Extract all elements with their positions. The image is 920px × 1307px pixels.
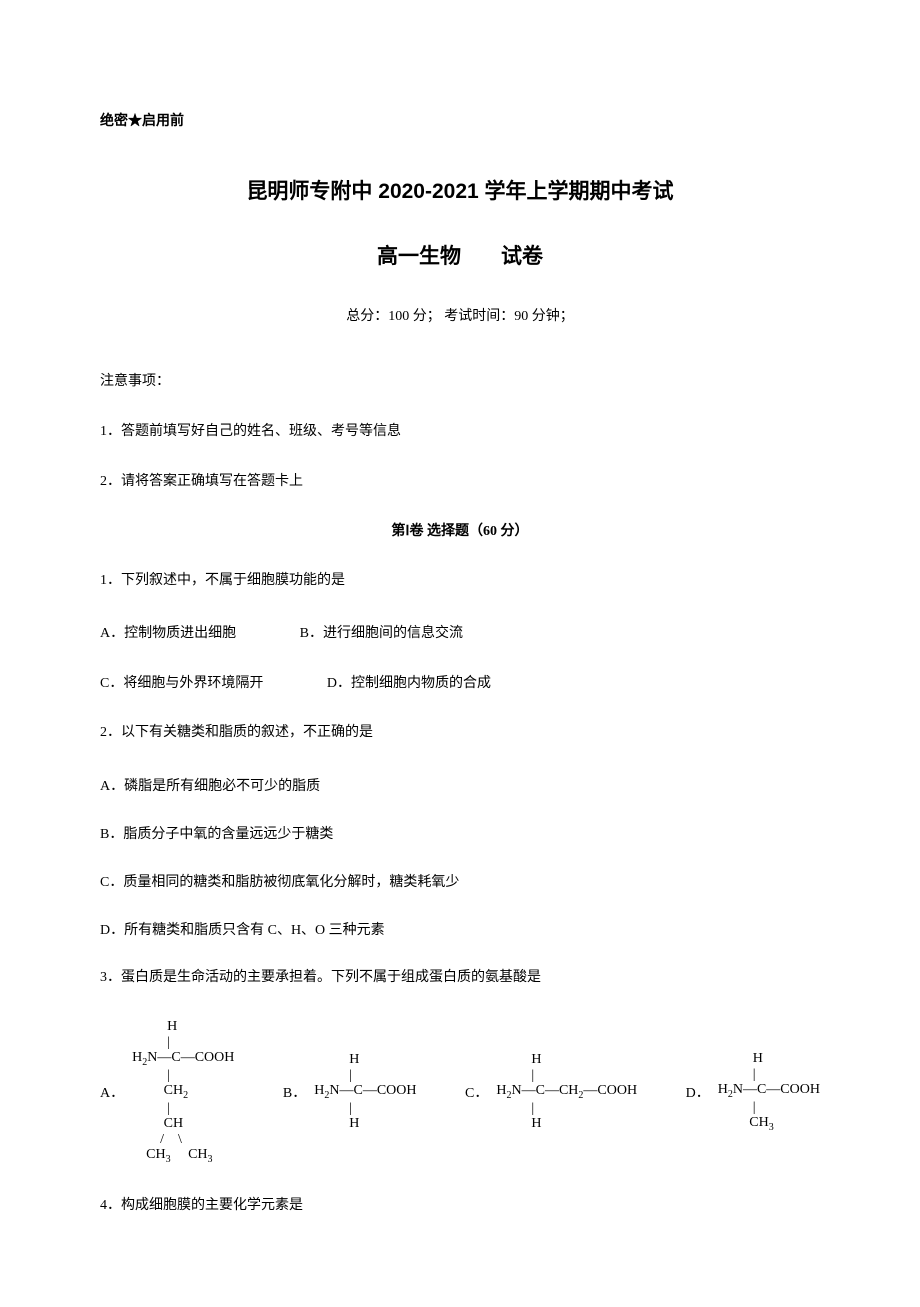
q3-option-c: C． H | H2N—C—CH2—COOH | H xyxy=(465,1052,637,1131)
q1-options-row-1: A．控制物质进出细胞 B．进行细胞间的信息交流 xyxy=(100,622,820,642)
amino-acid-structure-b: H | H2N—C—COOH | H xyxy=(314,1052,416,1131)
q3-option-b: B． H | H2N—C—COOH | H xyxy=(283,1052,417,1131)
q2-option-b: B．脂质分子中氧的含量远远少于糖类 xyxy=(100,823,820,843)
q3-letter-b: B． xyxy=(283,1082,306,1102)
q2-option-d: D．所有糖类和脂质只含有 C、H、O 三种元素 xyxy=(100,919,820,939)
q3-letter-d: D． xyxy=(686,1082,710,1102)
q3-option-d: D． H | H2N—C—COOH | CH3 xyxy=(686,1051,820,1133)
question-2: 2．以下有关糖类和脂质的叙述，不正确的是 xyxy=(100,722,820,744)
amino-acid-structure-d: H | H2N—C—COOH | CH3 xyxy=(718,1051,820,1133)
amino-acid-structure-a: H | H2N—C—COOH | CH2 | CH / \ CH3 CH3 xyxy=(132,1019,234,1165)
q3-chemical-options: A． H | H2N—C—COOH | CH2 | CH / \ CH3 CH3… xyxy=(100,1019,820,1165)
subject-name: 高一生物 xyxy=(377,245,461,268)
q1-option-a: A．控制物质进出细胞 xyxy=(100,622,236,642)
question-3: 3．蛋白质是生命活动的主要承担着。下列不属于组成蛋白质的氨基酸是 xyxy=(100,967,820,989)
score-time-info: 总分：100 分； 考试时间：90 分钟； xyxy=(100,305,820,325)
notice-item-2: 2．请将答案正确填写在答题卡上 xyxy=(100,470,820,490)
q3-letter-a: A． xyxy=(100,1082,124,1102)
q3-option-a: A． H | H2N—C—COOH | CH2 | CH / \ CH3 CH3 xyxy=(100,1019,234,1165)
subject-title: 高一生物 试卷 xyxy=(100,240,820,270)
paper-type: 试卷 xyxy=(501,245,543,268)
notice-item-1: 1．答题前填写好自己的姓名、班级、考号等信息 xyxy=(100,420,820,440)
amino-acid-structure-c: H | H2N—C—CH2—COOH | H xyxy=(496,1052,637,1131)
q1-options-row-2: C．将细胞与外界环境隔开 D．控制细胞内物质的合成 xyxy=(100,672,820,692)
q3-letter-c: C． xyxy=(465,1082,488,1102)
q1-option-d: D．控制细胞内物质的合成 xyxy=(327,672,491,692)
q2-option-c: C．质量相同的糖类和脂肪被彻底氧化分解时，糖类耗氧少 xyxy=(100,871,820,891)
question-4: 4．构成细胞膜的主要化学元素是 xyxy=(100,1195,820,1217)
section-1-title: 第Ⅰ卷 选择题（60 分） xyxy=(100,520,820,540)
confidential-label: 绝密★启用前 xyxy=(100,110,820,130)
notice-heading: 注意事项： xyxy=(100,370,820,390)
question-1: 1．下列叙述中，不属于细胞膜功能的是 xyxy=(100,570,820,592)
q1-option-c: C．将细胞与外界环境隔开 xyxy=(100,672,263,692)
exam-title: 昆明师专附中 2020-2021 学年上学期期中考试 xyxy=(100,175,820,205)
q1-option-b: B．进行细胞间的信息交流 xyxy=(300,622,463,642)
q2-option-a: A．磷脂是所有细胞必不可少的脂质 xyxy=(100,775,820,795)
